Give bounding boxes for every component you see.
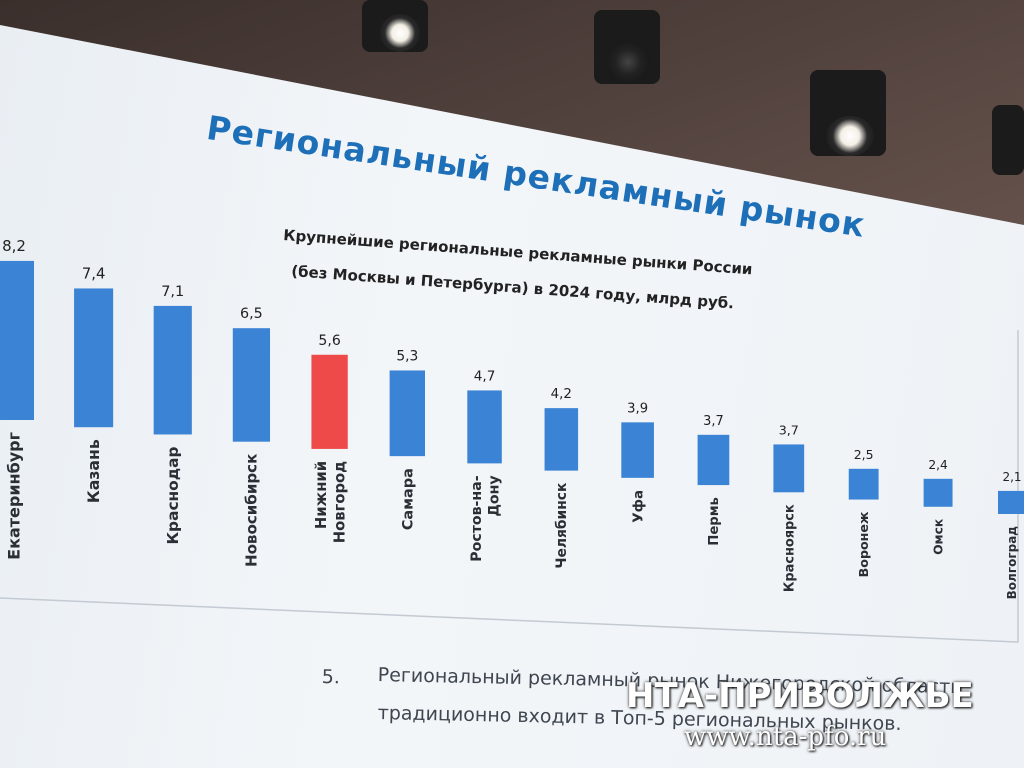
value-label: 7,4	[82, 265, 105, 282]
bar-Екатеринбург	[0, 260, 34, 420]
bar-Казань	[74, 288, 114, 428]
bar-Красноярск	[773, 444, 805, 493]
category-label: Ростов-на- Дону	[469, 475, 503, 562]
bar-Омск	[923, 478, 953, 507]
category-label: Казань	[84, 439, 103, 503]
bar-Новосибирск	[232, 328, 271, 442]
value-label: 4,7	[474, 368, 496, 384]
stage-light-icon	[380, 14, 420, 52]
value-label: 7,1	[161, 284, 184, 300]
value-label: 5,3	[396, 348, 418, 364]
bar-Волгоград	[998, 490, 1024, 514]
bar-Нижний Новгород	[311, 354, 348, 449]
bar-Краснодар	[153, 305, 192, 435]
category-label: Пермь	[707, 497, 722, 546]
value-label: 2,5	[854, 447, 874, 462]
category-label: Челябинск	[554, 482, 570, 569]
bar-Ростов-на-Дону	[467, 390, 502, 464]
category-label: Омск	[931, 518, 945, 555]
category-label: Красноярск	[782, 504, 797, 592]
bar-Челябинск	[544, 408, 579, 471]
category-label: Краснодар	[164, 446, 182, 544]
stage-light-icon	[606, 40, 650, 84]
value-label: 5,6	[318, 333, 340, 349]
value-label: 4,2	[551, 387, 572, 402]
value-label: 8,2	[2, 237, 26, 255]
category-label: Уфа	[630, 490, 646, 523]
bar-Самара	[389, 370, 426, 457]
category-label: Екатеринбург	[5, 432, 24, 560]
value-label: 2,4	[928, 458, 948, 472]
category-label: НижнийНовгород	[313, 461, 348, 543]
value-label: 6,5	[240, 306, 263, 322]
chart-frame	[0, 330, 1019, 643]
category-label: Новосибирск	[243, 454, 261, 567]
value-label: 3,7	[703, 414, 724, 429]
value-label: 3,9	[627, 401, 648, 416]
watermark-url: www.nta-pfo.ru	[684, 722, 887, 752]
bottom-number: 5.	[321, 666, 341, 689]
stage-light-icon	[826, 116, 874, 156]
category-label: Воронеж	[856, 511, 871, 577]
value-label: 2,1	[1002, 470, 1021, 484]
watermark-brand: НТА-ПРИВОЛЖЬЕ	[626, 676, 974, 716]
bar-Воронеж	[848, 468, 879, 500]
category-label: Самара	[400, 468, 416, 530]
value-label: 3,7	[779, 422, 799, 437]
stage-light-body	[992, 105, 1024, 175]
bar-Уфа	[621, 422, 654, 478]
bar-Пермь	[697, 434, 730, 486]
category-label: Волгоград	[1005, 526, 1019, 600]
